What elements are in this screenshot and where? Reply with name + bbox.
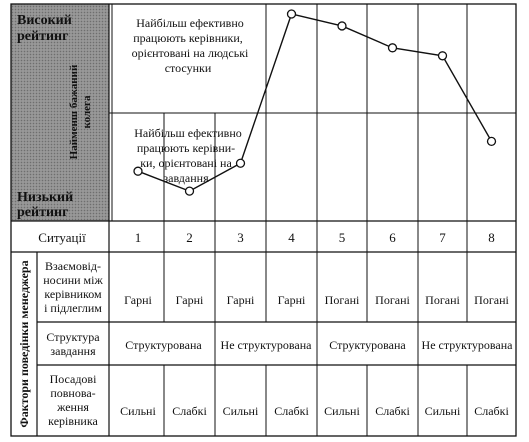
- low-rating-line-1: Низький: [17, 190, 73, 205]
- power-value: Сильні: [324, 404, 360, 418]
- power-row-label-1: Посадові: [50, 372, 98, 386]
- data-point-3: [235, 158, 246, 168]
- relations-zone-line-3: орієнтовані на людські: [132, 46, 249, 60]
- least-preferred-coworker-line-2: колега: [81, 95, 93, 129]
- data-point-4: [286, 9, 297, 19]
- data-point-8: [486, 136, 497, 147]
- relations-row-label-4: і підлеглим: [44, 301, 102, 315]
- effectiveness-line: [137, 13, 493, 192]
- task-zone-line-4: завдання: [163, 171, 209, 185]
- figure-frame: [10, 3, 517, 437]
- manager-factors-label: Фактори поведінки менеджера: [17, 260, 31, 427]
- power-value: Сильні: [223, 404, 259, 418]
- task-zone-line-2: працюють керівни-: [137, 141, 235, 155]
- data-point-1: [133, 166, 143, 176]
- situations-label: Ситуації: [38, 230, 86, 245]
- power-row-label-2: повнова-: [50, 386, 95, 400]
- task-zone-line-3: ки, орієнтовані на: [140, 156, 232, 170]
- relations-value: Погані: [425, 293, 460, 307]
- situation-number: 3: [237, 230, 244, 245]
- least-preferred-coworker-line-1: Найменш бажаний: [68, 64, 80, 159]
- situation-number: 4: [288, 230, 295, 245]
- data-point-5: [337, 21, 347, 31]
- structure-value: Не структурована: [422, 338, 514, 352]
- structure-value: Структурована: [125, 338, 202, 352]
- task-zone-line-1: Найбільш ефективно: [134, 126, 242, 140]
- power-row-label-4: керівника: [48, 414, 98, 428]
- situation-number: 2: [186, 230, 193, 245]
- situation-number: 5: [339, 230, 346, 245]
- power-value: Слабкі: [274, 404, 309, 418]
- structure-row-label-2: завдання: [50, 344, 96, 358]
- structure-value: Не структурована: [221, 338, 313, 352]
- relations-value: Погані: [474, 293, 509, 307]
- relations-row-label-1: Взаємовід-: [45, 259, 101, 273]
- situation-number: 1: [135, 230, 142, 245]
- high-rating-line-1: Високий: [17, 13, 72, 28]
- low-rating-line-2: рейтинг: [17, 205, 68, 220]
- structure-row-label-1: Структура: [46, 330, 100, 344]
- data-point-6: [387, 43, 398, 53]
- power-value: Слабкі: [375, 404, 410, 418]
- relations-row-label-2: носини між: [43, 273, 103, 287]
- power-row-label-3: ження: [56, 400, 89, 414]
- relations-row-label-3: керівником: [44, 287, 102, 301]
- relations-value: Гарні: [278, 293, 306, 307]
- relations-value: Гарні: [227, 293, 255, 307]
- power-value: Сильні: [120, 404, 156, 418]
- high-rating-line-2: рейтинг: [17, 29, 68, 44]
- power-value: Слабкі: [172, 404, 207, 418]
- structure-value: Структурована: [329, 338, 406, 352]
- data-point-2: [184, 186, 195, 196]
- power-value: Слабкі: [474, 404, 509, 418]
- power-value: Сильні: [425, 404, 461, 418]
- relations-value: Погані: [375, 293, 410, 307]
- situation-number: 8: [488, 230, 495, 245]
- relations-zone-line-4: стосунки: [165, 61, 212, 75]
- data-point-7: [437, 51, 448, 61]
- relations-zone-line-2: працюють керівники,: [133, 31, 243, 45]
- relations-value: Гарні: [124, 293, 152, 307]
- situation-number: 7: [439, 230, 446, 245]
- situation-number: 6: [389, 230, 396, 245]
- relations-zone-line-1: Найбільш ефективно: [136, 16, 244, 30]
- relations-value: Погані: [325, 293, 360, 307]
- relations-value: Гарні: [176, 293, 204, 307]
- rating-shaded-panel: [11, 4, 109, 221]
